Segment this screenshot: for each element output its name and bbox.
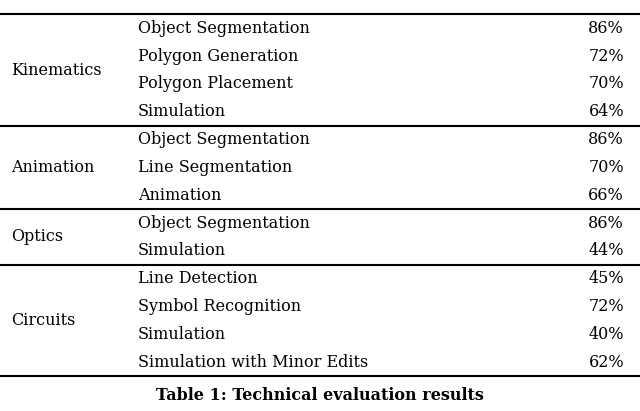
Text: 86%: 86% xyxy=(588,215,624,231)
Text: 62%: 62% xyxy=(588,353,624,371)
Text: 86%: 86% xyxy=(588,20,624,37)
Text: Simulation: Simulation xyxy=(138,242,226,259)
Text: 70%: 70% xyxy=(588,159,624,176)
Text: Optics: Optics xyxy=(12,229,63,245)
Text: Animation: Animation xyxy=(12,159,95,176)
Text: Simulation with Minor Edits: Simulation with Minor Edits xyxy=(138,353,368,371)
Text: 64%: 64% xyxy=(588,103,624,120)
Text: Animation: Animation xyxy=(138,187,221,204)
Text: 45%: 45% xyxy=(588,270,624,287)
Text: 40%: 40% xyxy=(589,326,624,343)
Text: 70%: 70% xyxy=(588,76,624,92)
Text: Polygon Placement: Polygon Placement xyxy=(138,76,292,92)
Text: Simulation: Simulation xyxy=(138,326,226,343)
Text: Object Segmentation: Object Segmentation xyxy=(138,20,310,37)
Text: Object Segmentation: Object Segmentation xyxy=(138,131,310,148)
Text: Polygon Generation: Polygon Generation xyxy=(138,48,298,65)
Text: 72%: 72% xyxy=(588,48,624,65)
Text: 66%: 66% xyxy=(588,187,624,204)
Text: Line Detection: Line Detection xyxy=(138,270,257,287)
Text: 44%: 44% xyxy=(589,242,624,259)
Text: Kinematics: Kinematics xyxy=(12,62,102,79)
Text: Object Segmentation: Object Segmentation xyxy=(138,215,310,231)
Text: Line Segmentation: Line Segmentation xyxy=(138,159,292,176)
Text: Symbol Recognition: Symbol Recognition xyxy=(138,298,301,315)
Text: 72%: 72% xyxy=(588,298,624,315)
Text: 86%: 86% xyxy=(588,131,624,148)
Text: Simulation: Simulation xyxy=(138,103,226,120)
Text: Table 1: Technical evaluation results: Table 1: Technical evaluation results xyxy=(156,387,484,404)
Text: Circuits: Circuits xyxy=(12,312,76,329)
